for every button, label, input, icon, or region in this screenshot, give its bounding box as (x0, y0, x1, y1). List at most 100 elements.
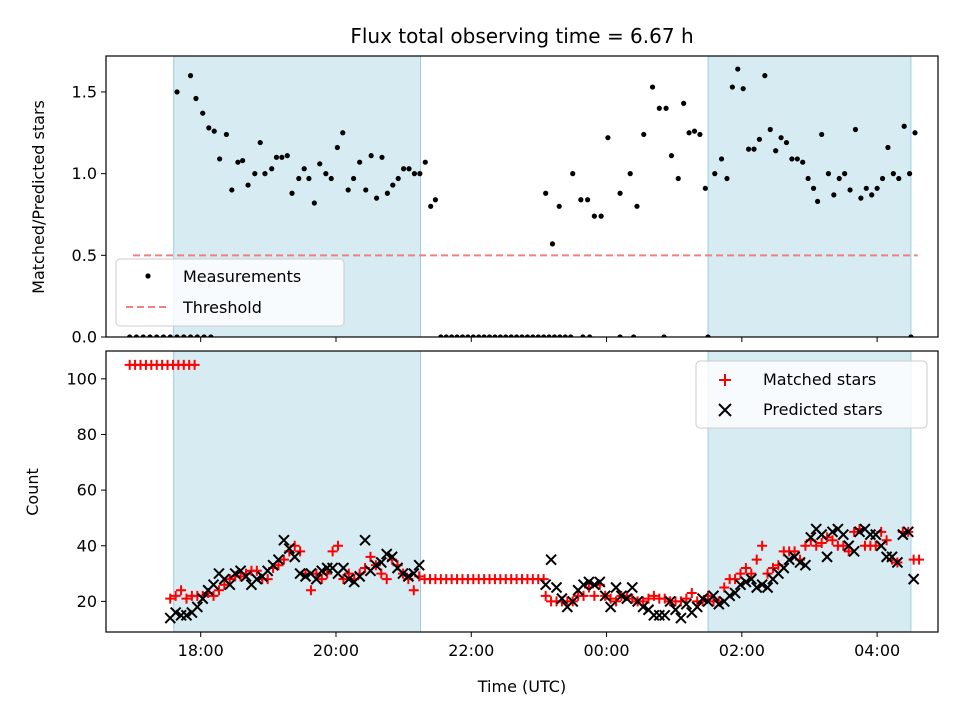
ylabel-ratio: Matched/Predicted stars (29, 100, 48, 294)
measurement-point (535, 334, 541, 337)
matched-point (638, 596, 649, 607)
measurement-point (328, 175, 334, 182)
measurement-point (422, 159, 428, 165)
measurement-point (762, 73, 768, 79)
predicted-point (826, 526, 839, 538)
measurement-point (449, 334, 455, 337)
measurement-point (311, 200, 317, 206)
matched-point (611, 596, 622, 607)
measurement-point (847, 187, 853, 193)
predicted-point (837, 528, 850, 541)
measurement-point (269, 166, 275, 172)
measurement-point (805, 175, 811, 182)
measurement-point (223, 131, 230, 138)
measurement-point (656, 105, 662, 111)
measurement-point (874, 185, 880, 191)
predicted-point (169, 606, 182, 619)
measurement-point (686, 130, 692, 136)
predicted-point (610, 581, 622, 594)
measurement-point (885, 144, 891, 151)
predicted-point (734, 578, 747, 591)
ytick-label: 0.5 (72, 246, 97, 265)
measurement-point (470, 334, 476, 337)
matched-point (643, 593, 654, 604)
measurement-point (767, 126, 773, 133)
predicted-point (224, 578, 236, 591)
measurement-point (211, 128, 217, 134)
predicted-point (815, 528, 828, 541)
predicted-point (197, 592, 209, 605)
measurement-point (154, 334, 160, 337)
measurement-point (373, 195, 380, 201)
measurement-point (718, 156, 725, 162)
measurement-point (631, 334, 637, 337)
measurement-point (562, 334, 568, 337)
xlabel: Time (UTC) (477, 677, 566, 696)
matched-point (800, 540, 811, 551)
xtick-label: 04:00 (854, 641, 900, 660)
matched-point (381, 574, 392, 585)
measurement-point (481, 334, 487, 337)
matched-point (811, 540, 822, 551)
predicted-point (207, 578, 220, 591)
predicted-point (567, 595, 579, 608)
predicted-point (545, 553, 557, 566)
matched-point (757, 540, 768, 551)
matched-point (316, 574, 327, 585)
predicted-point (229, 567, 241, 580)
matched-point (686, 588, 697, 599)
measurement-point (712, 171, 718, 177)
measurement-point (836, 175, 842, 182)
measurement-point (174, 89, 180, 95)
measurement-point (869, 192, 875, 198)
measurement-point (187, 334, 194, 337)
measurement-point (543, 190, 549, 196)
measurement-point (568, 334, 574, 337)
measurement-point (245, 182, 251, 188)
measurement-point (863, 185, 869, 191)
measurement-point (551, 334, 558, 337)
measurement-point (605, 135, 611, 141)
matched-point (914, 554, 925, 565)
matched-point (827, 535, 838, 546)
ytick-label: 1.5 (72, 82, 97, 101)
measurement-point (289, 190, 295, 196)
measurement-point (783, 139, 790, 146)
predicted-point (853, 526, 866, 538)
predicted-point (556, 592, 568, 605)
measurement-point (181, 334, 187, 337)
series-predicted-stars (164, 523, 920, 624)
measurement-point (127, 334, 133, 337)
predicted-point (337, 562, 350, 574)
measurement-point (901, 123, 907, 129)
measurement-point (459, 334, 466, 337)
measurement-point (133, 334, 140, 337)
measurement-point (350, 175, 357, 182)
measurement-point (773, 148, 779, 154)
measurement-point (649, 84, 656, 90)
predicted-point (310, 573, 323, 585)
matched-point (762, 568, 773, 579)
measurement-point (810, 185, 817, 191)
measurement-point (912, 130, 918, 136)
predicted-point (778, 562, 790, 574)
predicted-point (397, 567, 409, 580)
measurement-point (492, 334, 498, 337)
matched-point (278, 554, 289, 565)
matched-point (181, 593, 192, 604)
matched-point (789, 546, 800, 557)
measurement-point (206, 125, 212, 131)
matched-point (376, 568, 387, 579)
measurement-point (789, 156, 795, 162)
predicted-point (729, 587, 741, 599)
measurement-point (585, 197, 591, 203)
ytick-label: 80 (77, 425, 97, 444)
measurement-point (454, 334, 460, 337)
matched-point (746, 568, 757, 579)
predicted-point (370, 559, 382, 571)
chart-title: Flux total observing time = 6.67 h (350, 24, 693, 48)
predicted-point (272, 553, 285, 566)
measurement-point (193, 95, 199, 102)
predicted-point (408, 567, 420, 580)
measurement-point (465, 334, 471, 337)
